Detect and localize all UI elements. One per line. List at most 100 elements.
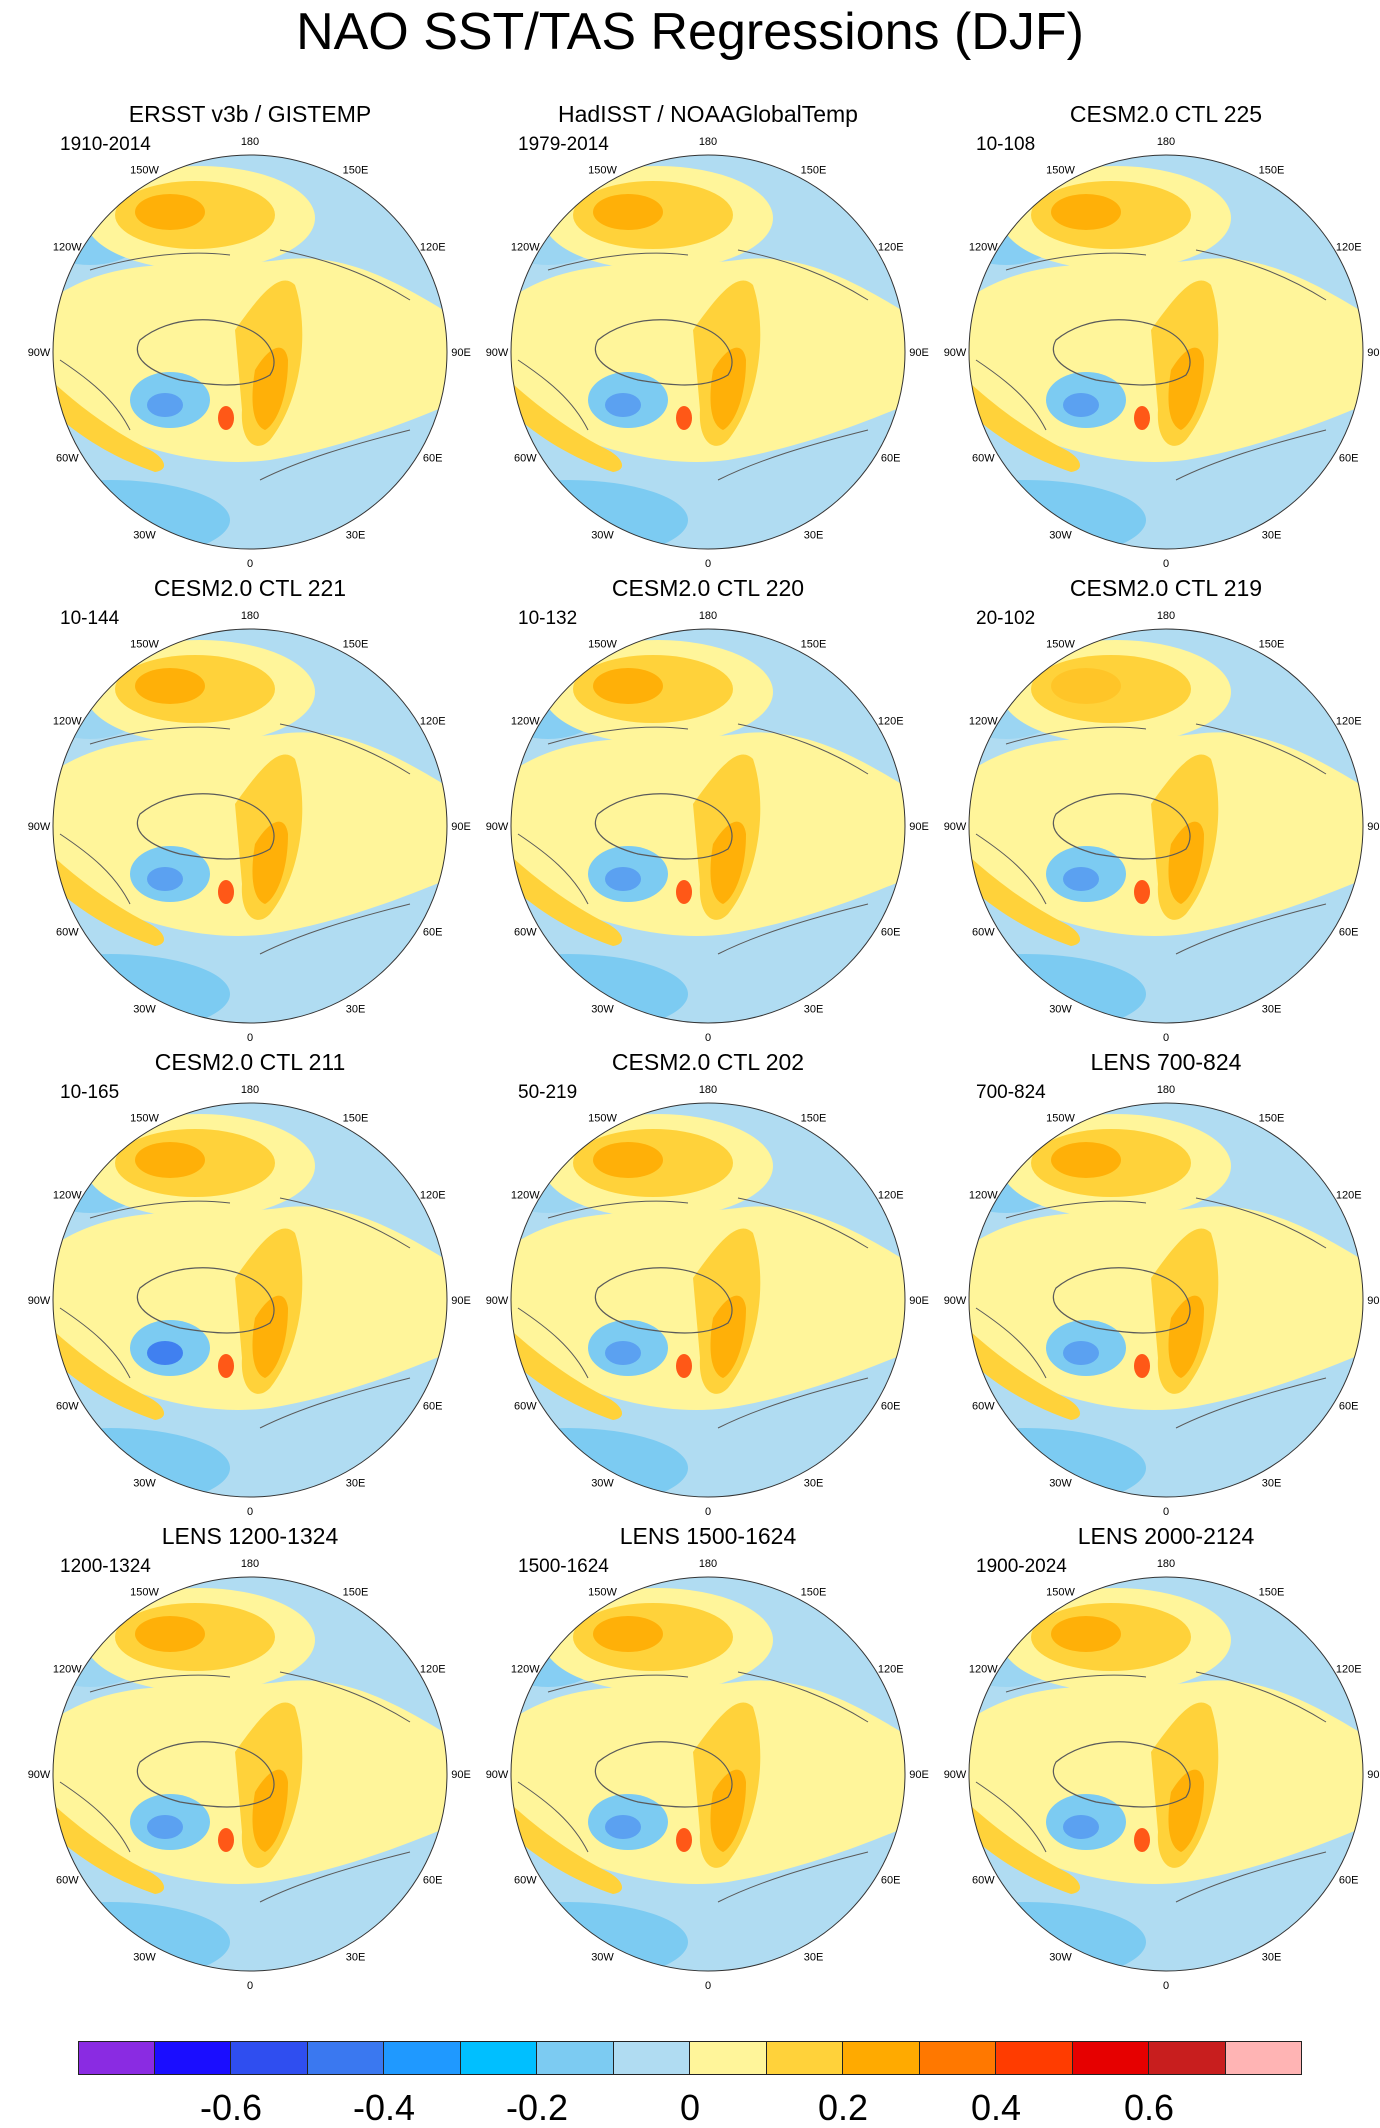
panel-title: CESM2.0 CTL 202	[611, 1049, 805, 1075]
longitude-label: 120E	[420, 1190, 446, 1202]
longitude-label: 30W	[133, 530, 156, 542]
longitude-label: 30W	[591, 530, 614, 542]
polar-map: 180 150E 120E 90E 60E 30E 0 30W 60W 90W 120W 150W	[28, 136, 471, 570]
longitude-label: 180	[241, 1084, 259, 1096]
longitude-label: 180	[1157, 610, 1175, 622]
map-border	[510, 154, 906, 550]
longitude-label: 60E	[1339, 1401, 1359, 1413]
colorbar-swatch	[1225, 2041, 1302, 2075]
longitude-label: 60W	[514, 1401, 537, 1413]
longitude-label: 30W	[591, 1478, 614, 1490]
colorbar-swatch	[231, 2041, 308, 2075]
longitude-label: 90E	[909, 1295, 929, 1307]
longitude-label: 60W	[56, 453, 79, 465]
longitude-label: 90E	[451, 821, 471, 833]
longitude-label: 90W	[944, 347, 967, 359]
map-border	[52, 1576, 448, 1972]
longitude-label: 60W	[514, 927, 537, 939]
longitude-label: 150W	[588, 1112, 617, 1124]
colorbar-swatch	[919, 2041, 996, 2075]
polar-map: 180 150E 120E 90E 60E 30E 0 30W 60W 90W 120W 150W	[944, 136, 1380, 570]
colorbar-label: 0.2	[817, 2087, 869, 2128]
colorbar-swatch	[78, 2041, 155, 2075]
map-panel: 180 150E 120E 90E 60E 30E 0 30W 60W 90W 120W 150W LE…	[944, 1522, 1380, 1992]
longitude-label: 150E	[1259, 1586, 1285, 1598]
longitude-label: 120E	[878, 1664, 904, 1676]
map-panel: 180 150E 120E 90E 60E 30E 0 30W 60W 90W 120W 150W CE…	[486, 1048, 929, 1518]
colorbar-label: -0.4	[352, 2087, 416, 2128]
longitude-label: 60W	[972, 1401, 995, 1413]
longitude-label: 120W	[969, 716, 998, 728]
panel-years: 1500-1624	[518, 1556, 609, 1577]
colorbar-label: 0.4	[970, 2087, 1022, 2128]
longitude-label: 150E	[1259, 164, 1285, 176]
regression-field	[969, 1103, 1363, 1497]
panel-title: CESM2.0 CTL 225	[1069, 101, 1263, 127]
map-border	[52, 1102, 448, 1498]
panel-years: 10-165	[60, 1082, 120, 1103]
longitude-label: 90W	[486, 1295, 509, 1307]
longitude-label: 60W	[972, 453, 995, 465]
longitude-label: 0	[705, 1032, 711, 1044]
longitude-label: 120E	[1336, 1664, 1362, 1676]
colorbar-swatch	[1072, 2041, 1149, 2075]
polar-map: 180 150E 120E 90E 60E 30E 0 30W 60W 90W 120W 150W	[486, 136, 929, 570]
longitude-label: 120E	[420, 242, 446, 254]
longitude-label: 0	[705, 1506, 711, 1518]
longitude-label: 0	[705, 1980, 711, 1992]
colorbar-swatch	[613, 2041, 690, 2075]
map-panel: 180 150E 120E 90E 60E 30E 0 30W 60W 90W 120W 150W LE…	[28, 1522, 471, 1992]
panel-years: 10-132	[518, 608, 578, 629]
longitude-label: 150W	[588, 164, 617, 176]
longitude-label: 60W	[56, 927, 79, 939]
longitude-label: 120E	[878, 242, 904, 254]
colorbar-swatch	[996, 2041, 1073, 2075]
colorbar-label: 0	[679, 2087, 701, 2128]
regression-field	[511, 1577, 905, 1971]
longitude-label: 30W	[591, 1952, 614, 1964]
longitude-label: 30W	[133, 1478, 156, 1490]
longitude-label: 150W	[130, 1112, 159, 1124]
longitude-label: 90W	[28, 347, 51, 359]
longitude-label: 60W	[972, 927, 995, 939]
longitude-label: 30E	[346, 1952, 366, 1964]
longitude-label: 0	[1163, 1506, 1169, 1518]
longitude-label: 30E	[1262, 1004, 1282, 1016]
longitude-label: 60E	[1339, 927, 1359, 939]
longitude-label: 120W	[511, 716, 540, 728]
figure-title: NAO SST/TAS Regressions (DJF)	[296, 3, 1084, 61]
longitude-label: 60E	[423, 1875, 443, 1887]
longitude-label: 30W	[1049, 1952, 1072, 1964]
longitude-label: 90W	[486, 347, 509, 359]
panel-years: 50-219	[518, 1082, 578, 1103]
longitude-label: 30W	[133, 1952, 156, 1964]
polar-map: 180 150E 120E 90E 60E 30E 0 30W 60W 90W 120W 150W	[486, 610, 929, 1044]
longitude-label: 30W	[591, 1004, 614, 1016]
longitude-label: 60E	[423, 453, 443, 465]
longitude-label: 150E	[1259, 1112, 1285, 1124]
longitude-label: 0	[247, 1506, 253, 1518]
map-panel: 180 150E 120E 90E 60E 30E 0 30W 60W 90W 120W 150W LE…	[486, 1522, 929, 1992]
polar-map: 180 150E 120E 90E 60E 30E 0 30W 60W 90W 120W 150W	[28, 1558, 471, 1992]
map-panel: 180 150E 120E 90E 60E 30E 0 30W 60W 90W 120W 150W CE…	[28, 1048, 471, 1518]
longitude-label: 30W	[1049, 530, 1072, 542]
regression-field	[511, 155, 905, 549]
longitude-label: 90E	[451, 1295, 471, 1307]
map-panel: 180 150E 120E 90E 60E 30E 0 30W 60W 90W 120W 150W CE…	[486, 574, 929, 1044]
colorbar-swatch	[460, 2041, 537, 2075]
longitude-label: 30W	[1049, 1004, 1072, 1016]
longitude-label: 180	[1157, 1084, 1175, 1096]
regression-field	[53, 155, 447, 549]
longitude-label: 90W	[944, 1769, 967, 1781]
panel-years: 1900-2024	[976, 1556, 1067, 1577]
longitude-label: 0	[247, 1032, 253, 1044]
panel-title: ERSST v3b / GISTEMP	[128, 101, 372, 127]
longitude-label: 60E	[1339, 453, 1359, 465]
longitude-label: 30E	[346, 1004, 366, 1016]
map-panel: 180 150E 120E 90E 60E 30E 0 30W 60W 90W 120W 150W ER…	[28, 100, 471, 570]
longitude-label: 120W	[53, 242, 82, 254]
colorbar-label: -0.6	[199, 2087, 263, 2128]
longitude-label: 0	[705, 558, 711, 570]
colorbar-swatch	[1149, 2041, 1226, 2075]
longitude-label: 150E	[343, 638, 369, 650]
